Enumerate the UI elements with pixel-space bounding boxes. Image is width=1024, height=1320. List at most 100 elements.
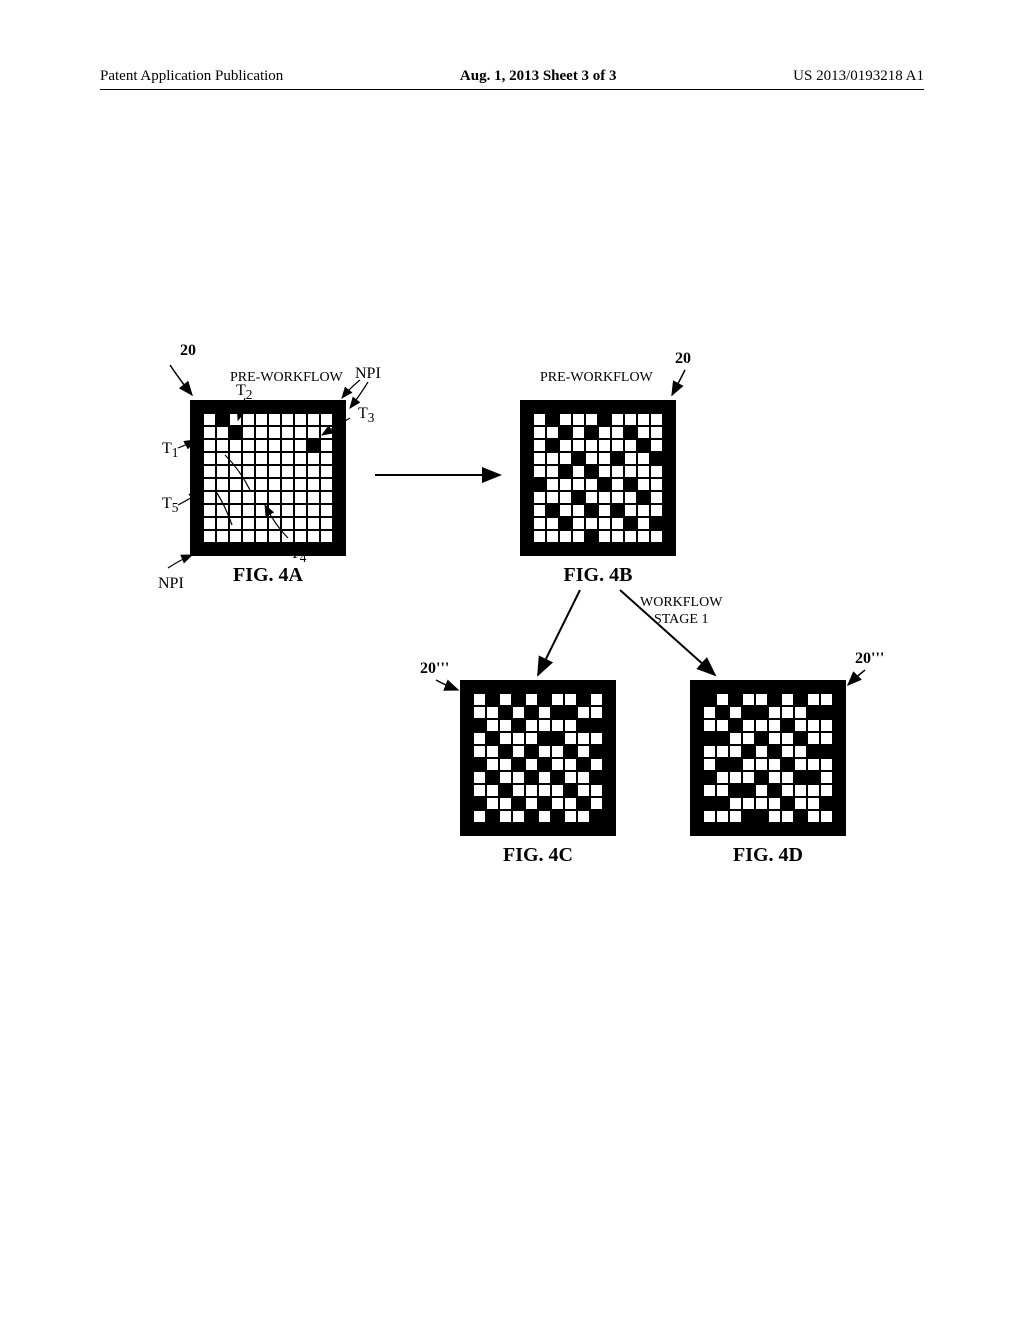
figure-4c: 20''' FIG. 4C bbox=[460, 680, 616, 867]
matrix-cell bbox=[577, 719, 590, 732]
matrix-cell bbox=[755, 706, 768, 719]
matrix-cell bbox=[190, 465, 203, 478]
matrix-cell bbox=[663, 452, 676, 465]
matrix-cell bbox=[703, 771, 716, 784]
matrix-cell bbox=[807, 706, 820, 719]
matrix-cell bbox=[320, 452, 333, 465]
matrix-cell bbox=[729, 745, 742, 758]
matrix-4b bbox=[520, 400, 676, 556]
matrix-cell bbox=[807, 784, 820, 797]
matrix-cell bbox=[499, 745, 512, 758]
matrix-cell bbox=[577, 784, 590, 797]
matrix-cell bbox=[637, 465, 650, 478]
matrix-cell bbox=[242, 413, 255, 426]
matrix-cell bbox=[281, 491, 294, 504]
matrix-cell bbox=[663, 439, 676, 452]
matrix-cell bbox=[190, 426, 203, 439]
matrix-cell bbox=[333, 465, 346, 478]
figure-4a: PRE-WORKFLOW 20 FIG. 4A T1 T2 T3 T4 T5 N… bbox=[190, 400, 346, 587]
matrix-cell bbox=[663, 517, 676, 530]
matrix-cell bbox=[564, 823, 577, 836]
matrix-cell bbox=[768, 693, 781, 706]
matrix-cell bbox=[624, 439, 637, 452]
matrix-cell bbox=[611, 426, 624, 439]
matrix-cell bbox=[533, 413, 546, 426]
matrix-cell bbox=[281, 400, 294, 413]
matrix-cell bbox=[820, 784, 833, 797]
matrix-cell bbox=[820, 810, 833, 823]
matrix-cell bbox=[590, 680, 603, 693]
anno-npi1: NPI bbox=[355, 365, 381, 383]
matrix-cell bbox=[690, 732, 703, 745]
matrix-cell bbox=[320, 400, 333, 413]
matrix-cell bbox=[833, 719, 846, 732]
matrix-cell bbox=[551, 771, 564, 784]
matrix-cell bbox=[190, 478, 203, 491]
fig-label-4a: FIG. 4A bbox=[190, 564, 346, 587]
matrix-cell bbox=[268, 439, 281, 452]
matrix-cell bbox=[307, 465, 320, 478]
matrix-cell bbox=[520, 491, 533, 504]
matrix-cell bbox=[820, 719, 833, 732]
matrix-cell bbox=[742, 693, 755, 706]
figure-4b: PRE-WORKFLOW 20 FIG. 4B bbox=[520, 400, 676, 587]
matrix-cell bbox=[703, 706, 716, 719]
matrix-cell bbox=[486, 745, 499, 758]
matrix-cell bbox=[820, 706, 833, 719]
matrix-cell bbox=[820, 823, 833, 836]
matrix-cell bbox=[520, 439, 533, 452]
matrix-cell bbox=[216, 452, 229, 465]
matrix-cell bbox=[794, 693, 807, 706]
matrix-cell bbox=[590, 797, 603, 810]
matrix-cell bbox=[624, 530, 637, 543]
matrix-cell bbox=[307, 517, 320, 530]
matrix-cell bbox=[307, 504, 320, 517]
matrix-cell bbox=[216, 543, 229, 556]
matrix-cell bbox=[546, 491, 559, 504]
matrix-cell bbox=[690, 797, 703, 810]
matrix-cell bbox=[768, 771, 781, 784]
matrix-cell bbox=[624, 426, 637, 439]
matrix-cell bbox=[637, 413, 650, 426]
matrix-cell bbox=[590, 719, 603, 732]
matrix-cell bbox=[486, 758, 499, 771]
matrix-cell bbox=[703, 745, 716, 758]
matrix-cell bbox=[255, 530, 268, 543]
matrix-cell bbox=[268, 530, 281, 543]
matrix-cell bbox=[663, 504, 676, 517]
matrix-cell bbox=[229, 517, 242, 530]
matrix-cell bbox=[499, 771, 512, 784]
matrix-cell bbox=[486, 693, 499, 706]
matrix-cell bbox=[611, 491, 624, 504]
matrix-cell bbox=[716, 745, 729, 758]
matrix-cell bbox=[820, 680, 833, 693]
matrix-cell bbox=[663, 413, 676, 426]
matrix-cell bbox=[650, 439, 663, 452]
matrix-cell bbox=[603, 732, 616, 745]
matrix-cell bbox=[533, 400, 546, 413]
anno-t2: T2 bbox=[236, 382, 252, 403]
matrix-cell bbox=[624, 413, 637, 426]
matrix-cell bbox=[333, 426, 346, 439]
matrix-cell bbox=[833, 810, 846, 823]
matrix-cell bbox=[572, 426, 585, 439]
matrix-cell bbox=[216, 439, 229, 452]
matrix-cell bbox=[650, 517, 663, 530]
matrix-cell bbox=[577, 706, 590, 719]
matrix-cell bbox=[716, 810, 729, 823]
matrix-cell bbox=[663, 465, 676, 478]
matrix-cell bbox=[624, 452, 637, 465]
matrix-cell bbox=[577, 823, 590, 836]
matrix-cell bbox=[807, 823, 820, 836]
matrix-cell bbox=[520, 400, 533, 413]
matrix-cell bbox=[564, 693, 577, 706]
matrix-cell bbox=[473, 680, 486, 693]
matrix-cell bbox=[611, 504, 624, 517]
matrix-cell bbox=[624, 465, 637, 478]
matrix-cell bbox=[650, 491, 663, 504]
matrix-cell bbox=[572, 530, 585, 543]
matrix-cell bbox=[307, 413, 320, 426]
matrix-cell bbox=[499, 758, 512, 771]
matrix-cell bbox=[486, 810, 499, 823]
matrix-cell bbox=[768, 719, 781, 732]
